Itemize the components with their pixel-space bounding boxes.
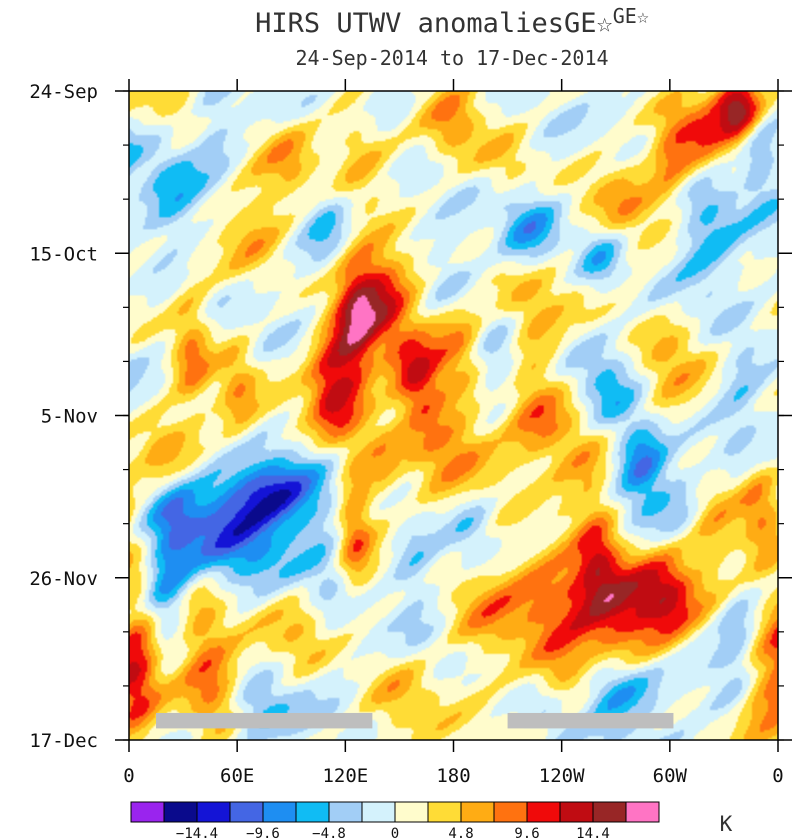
y-tick-label: 24-Sep	[29, 81, 98, 103]
missing-data-layer	[156, 712, 674, 729]
colorbar-swatch	[394, 801, 429, 823]
chart-title: HIRS UTWV anomalies	[255, 8, 564, 39]
colorbar-units: K	[720, 812, 733, 836]
colorbar-swatch	[625, 801, 660, 823]
colorbar-tick-label: −14.4	[176, 826, 218, 840]
colorbar-swatch	[229, 801, 264, 823]
y-axis: 24-Sep 15-Oct 5-Nov 26-Nov 17-Dec	[29, 81, 792, 752]
colorbar-tick-label: −4.8	[312, 826, 346, 840]
colorbar-swatch	[163, 801, 198, 823]
chart-title-suffix: GE☆	[564, 8, 613, 39]
colorbar-tick-label: −9.6	[246, 826, 280, 840]
colorbar-swatch	[559, 801, 594, 823]
chart-subtitle: 24-Sep-2014 to 17-Dec-2014	[295, 46, 608, 70]
x-tick-label: 180	[436, 765, 470, 787]
plot-area	[128, 90, 779, 741]
x-tick-label: 0	[123, 765, 134, 787]
colorbar-swatch	[460, 801, 495, 823]
colorbar-swatch	[526, 801, 561, 823]
colorbar-swatch	[493, 801, 528, 823]
anomaly-field	[129, 91, 778, 740]
x-tick-label: 60W	[653, 765, 688, 787]
colorbar-tick-label: 9.6	[514, 826, 539, 840]
chart-title-group: HIRS UTWV anomaliesGE☆GE☆	[255, 4, 649, 39]
colorbar-tick-label: 4.8	[448, 826, 473, 840]
colorbar-tick-label: 0	[391, 826, 399, 840]
x-tick-label: 60E	[220, 765, 254, 787]
colorbar-swatch	[295, 801, 330, 823]
y-tick-label: 26-Nov	[29, 568, 98, 590]
colorbar-swatch	[592, 801, 627, 823]
x-tick-label: 120E	[322, 765, 368, 787]
colorbar-swatch	[427, 801, 462, 823]
x-tick-label: 0	[772, 765, 783, 787]
x-tick-label: 120W	[539, 765, 585, 787]
colorbar-swatch	[361, 801, 396, 823]
colorbar-swatch	[328, 801, 363, 823]
chart-title-superscript: GE☆	[613, 4, 649, 28]
colorbar-tick-label: 14.4	[576, 826, 610, 840]
missing-data-bar	[156, 712, 373, 729]
colorbar-swatch	[262, 801, 297, 823]
y-tick-label: 15-Oct	[29, 243, 98, 265]
colorbar-swatch	[196, 801, 231, 823]
y-tick-label: 5-Nov	[41, 406, 98, 428]
missing-data-bar	[507, 712, 674, 729]
colorbar: −14.4 −9.6 −4.8 0 4.8 9.6 14.4	[130, 801, 660, 840]
y-tick-label: 17-Dec	[29, 730, 98, 752]
colorbar-swatch	[130, 801, 165, 823]
x-axis: 0 60E 120E 180 120W 60W 0	[123, 79, 784, 787]
